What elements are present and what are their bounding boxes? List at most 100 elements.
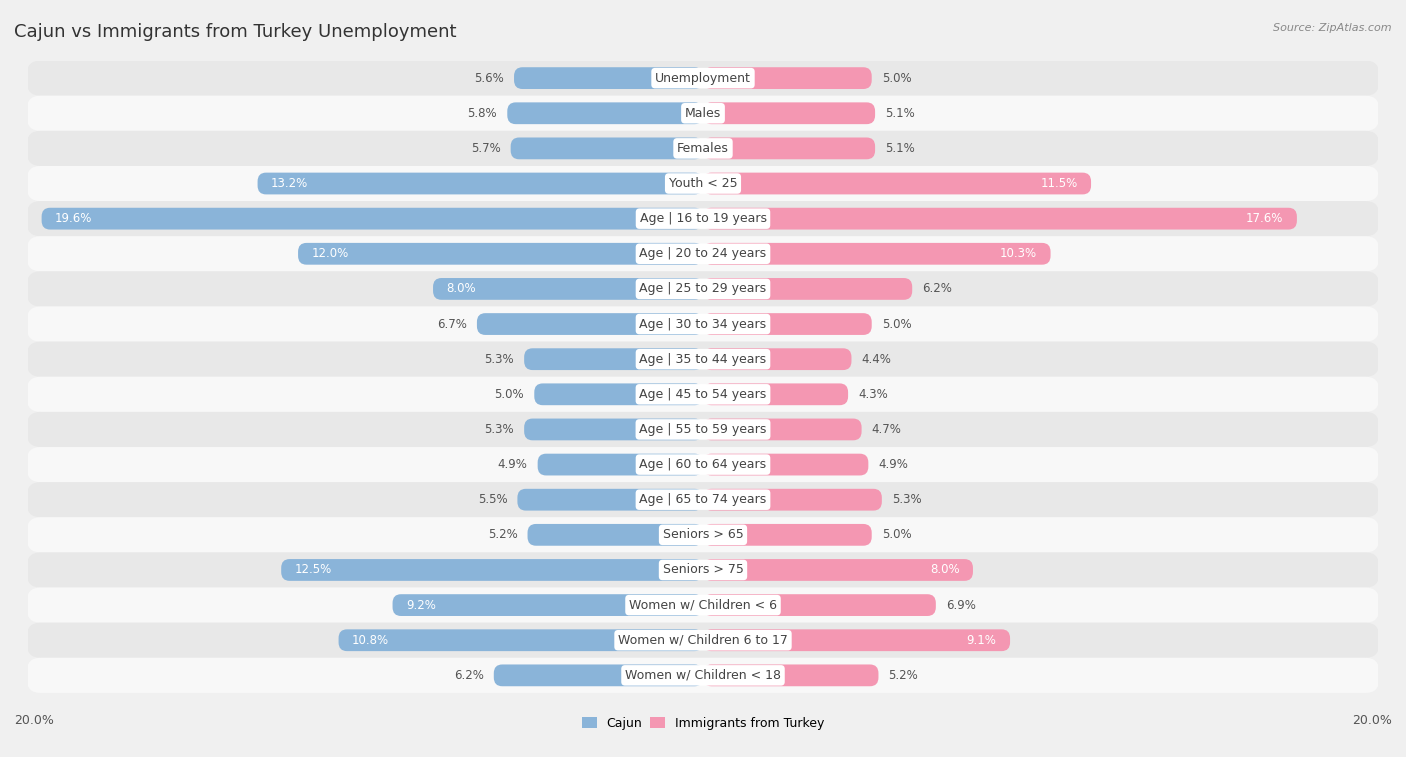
Text: Age | 60 to 64 years: Age | 60 to 64 years xyxy=(640,458,766,471)
Text: Females: Females xyxy=(678,142,728,155)
FancyBboxPatch shape xyxy=(42,207,703,229)
Text: 5.1%: 5.1% xyxy=(886,107,915,120)
FancyBboxPatch shape xyxy=(703,348,852,370)
FancyBboxPatch shape xyxy=(703,559,973,581)
Text: Age | 30 to 34 years: Age | 30 to 34 years xyxy=(640,317,766,331)
Text: 8.0%: 8.0% xyxy=(447,282,477,295)
Text: 13.2%: 13.2% xyxy=(271,177,308,190)
FancyBboxPatch shape xyxy=(508,102,703,124)
Text: 19.6%: 19.6% xyxy=(55,212,93,225)
Text: 4.4%: 4.4% xyxy=(862,353,891,366)
FancyBboxPatch shape xyxy=(703,665,879,687)
Text: Women w/ Children < 6: Women w/ Children < 6 xyxy=(628,599,778,612)
FancyBboxPatch shape xyxy=(524,419,703,441)
Text: Youth < 25: Youth < 25 xyxy=(669,177,737,190)
FancyBboxPatch shape xyxy=(510,138,703,159)
Text: 6.2%: 6.2% xyxy=(454,669,484,682)
Text: 5.2%: 5.2% xyxy=(889,669,918,682)
Text: Unemployment: Unemployment xyxy=(655,72,751,85)
Text: Seniors > 75: Seniors > 75 xyxy=(662,563,744,577)
Text: 5.2%: 5.2% xyxy=(488,528,517,541)
Text: 5.1%: 5.1% xyxy=(886,142,915,155)
Text: Age | 55 to 59 years: Age | 55 to 59 years xyxy=(640,423,766,436)
Text: Age | 25 to 29 years: Age | 25 to 29 years xyxy=(640,282,766,295)
Text: 5.3%: 5.3% xyxy=(891,494,921,506)
Text: 12.5%: 12.5% xyxy=(295,563,332,577)
Text: Women w/ Children < 18: Women w/ Children < 18 xyxy=(626,669,780,682)
FancyBboxPatch shape xyxy=(703,419,862,441)
Text: 17.6%: 17.6% xyxy=(1246,212,1284,225)
Text: 5.0%: 5.0% xyxy=(495,388,524,400)
Text: Seniors > 65: Seniors > 65 xyxy=(662,528,744,541)
Text: 11.5%: 11.5% xyxy=(1040,177,1077,190)
FancyBboxPatch shape xyxy=(27,412,1379,447)
Text: 12.0%: 12.0% xyxy=(312,248,349,260)
FancyBboxPatch shape xyxy=(27,61,1379,95)
FancyBboxPatch shape xyxy=(534,383,703,405)
FancyBboxPatch shape xyxy=(537,453,703,475)
Text: 20.0%: 20.0% xyxy=(1353,714,1392,727)
Legend: Cajun, Immigrants from Turkey: Cajun, Immigrants from Turkey xyxy=(576,712,830,735)
FancyBboxPatch shape xyxy=(27,517,1379,553)
Text: 4.7%: 4.7% xyxy=(872,423,901,436)
FancyBboxPatch shape xyxy=(433,278,703,300)
FancyBboxPatch shape xyxy=(703,313,872,335)
FancyBboxPatch shape xyxy=(27,341,1379,377)
Text: 9.1%: 9.1% xyxy=(967,634,997,646)
FancyBboxPatch shape xyxy=(27,658,1379,693)
FancyBboxPatch shape xyxy=(27,236,1379,271)
FancyBboxPatch shape xyxy=(703,489,882,510)
Text: 5.8%: 5.8% xyxy=(468,107,498,120)
FancyBboxPatch shape xyxy=(703,278,912,300)
Text: 4.9%: 4.9% xyxy=(498,458,527,471)
Text: 20.0%: 20.0% xyxy=(14,714,53,727)
FancyBboxPatch shape xyxy=(703,383,848,405)
FancyBboxPatch shape xyxy=(703,102,875,124)
Text: 10.3%: 10.3% xyxy=(1000,248,1038,260)
FancyBboxPatch shape xyxy=(27,307,1379,341)
FancyBboxPatch shape xyxy=(281,559,703,581)
Text: 5.3%: 5.3% xyxy=(485,353,515,366)
FancyBboxPatch shape xyxy=(27,131,1379,166)
Text: 6.2%: 6.2% xyxy=(922,282,952,295)
FancyBboxPatch shape xyxy=(703,243,1050,265)
Text: 5.6%: 5.6% xyxy=(474,72,503,85)
FancyBboxPatch shape xyxy=(703,524,872,546)
FancyBboxPatch shape xyxy=(515,67,703,89)
FancyBboxPatch shape xyxy=(494,665,703,687)
FancyBboxPatch shape xyxy=(392,594,703,616)
Text: 6.7%: 6.7% xyxy=(437,317,467,331)
FancyBboxPatch shape xyxy=(703,67,872,89)
Text: 4.3%: 4.3% xyxy=(858,388,889,400)
Text: 10.8%: 10.8% xyxy=(352,634,389,646)
FancyBboxPatch shape xyxy=(27,482,1379,517)
FancyBboxPatch shape xyxy=(27,95,1379,131)
FancyBboxPatch shape xyxy=(27,587,1379,623)
Text: 5.0%: 5.0% xyxy=(882,72,911,85)
FancyBboxPatch shape xyxy=(477,313,703,335)
FancyBboxPatch shape xyxy=(703,594,936,616)
Text: Women w/ Children 6 to 17: Women w/ Children 6 to 17 xyxy=(619,634,787,646)
FancyBboxPatch shape xyxy=(27,623,1379,658)
Text: Age | 16 to 19 years: Age | 16 to 19 years xyxy=(640,212,766,225)
Text: Age | 45 to 54 years: Age | 45 to 54 years xyxy=(640,388,766,400)
Text: Age | 20 to 24 years: Age | 20 to 24 years xyxy=(640,248,766,260)
Text: 8.0%: 8.0% xyxy=(929,563,959,577)
FancyBboxPatch shape xyxy=(703,173,1091,195)
FancyBboxPatch shape xyxy=(703,138,875,159)
Text: Age | 65 to 74 years: Age | 65 to 74 years xyxy=(640,494,766,506)
Text: 6.9%: 6.9% xyxy=(946,599,976,612)
FancyBboxPatch shape xyxy=(257,173,703,195)
Text: 5.3%: 5.3% xyxy=(485,423,515,436)
Text: 5.0%: 5.0% xyxy=(882,528,911,541)
FancyBboxPatch shape xyxy=(27,377,1379,412)
FancyBboxPatch shape xyxy=(517,489,703,510)
Text: Age | 35 to 44 years: Age | 35 to 44 years xyxy=(640,353,766,366)
Text: 4.9%: 4.9% xyxy=(879,458,908,471)
Text: 5.0%: 5.0% xyxy=(882,317,911,331)
Text: Source: ZipAtlas.com: Source: ZipAtlas.com xyxy=(1274,23,1392,33)
FancyBboxPatch shape xyxy=(703,453,869,475)
FancyBboxPatch shape xyxy=(27,447,1379,482)
FancyBboxPatch shape xyxy=(27,166,1379,201)
FancyBboxPatch shape xyxy=(703,629,1010,651)
